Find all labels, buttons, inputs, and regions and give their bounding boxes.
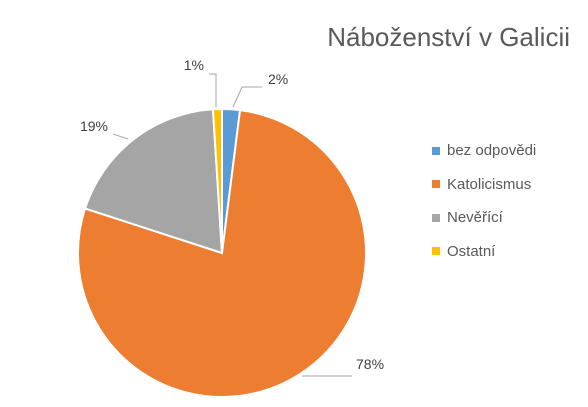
chart-legend: bez odpovědi Katolicismus Nevěřící Ostat… — [432, 134, 536, 268]
legend-swatch — [432, 247, 440, 256]
data-label: 2% — [268, 71, 288, 87]
legend-item: Nevěřící — [432, 201, 536, 235]
pie-slice-4 — [211, 107, 223, 254]
legend-item: Katolicismus — [432, 168, 536, 202]
legend-label: bez odpovědi — [447, 142, 537, 160]
chart-title: Náboženství v Galicii — [327, 22, 570, 52]
leader-line — [112, 133, 129, 140]
leader-line — [209, 73, 217, 107]
legend-item: Ostatní — [432, 235, 536, 269]
legend-label: Nevěřící — [447, 209, 503, 227]
data-label: 78% — [356, 356, 384, 372]
data-label: 19% — [80, 118, 108, 134]
legend-label: Ostatní — [447, 242, 496, 260]
legend-swatch — [432, 180, 440, 189]
leader-line — [232, 86, 262, 108]
legend-item: bez odpovědi — [432, 134, 536, 168]
pie-slice-3 — [83, 108, 224, 255]
data-label: 1% — [184, 57, 204, 73]
legend-swatch — [432, 213, 440, 222]
legend-label: Katolicismus — [447, 175, 532, 193]
legend-swatch — [432, 146, 440, 155]
